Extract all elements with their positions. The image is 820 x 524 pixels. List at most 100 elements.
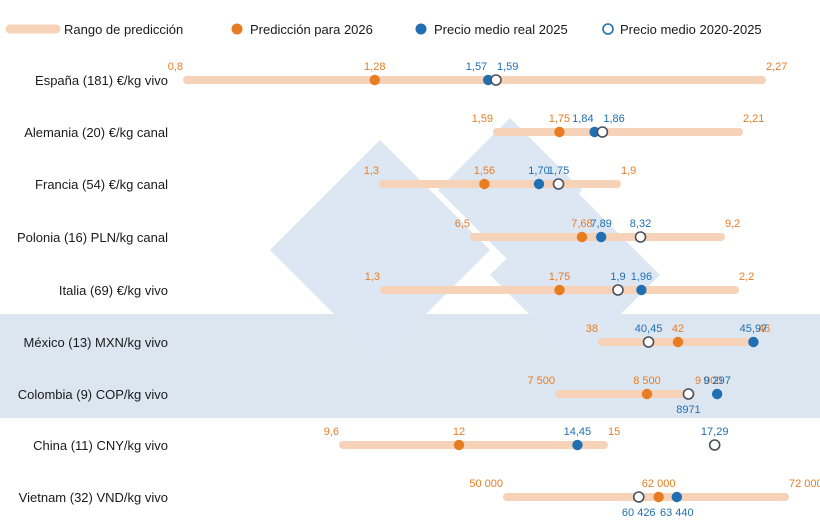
row-8: Vietnam (32) VND/kg vivo 50 000 72 000 62 0… (19, 478, 820, 519)
legend-actual2025-swatch (415, 23, 427, 35)
row-5: México (13) MXN/kg vivo 38 46 42 45,97 40,45 (24, 323, 771, 350)
prediction-label: 1,56 (474, 165, 495, 177)
row-7: China (11) CNY/kg vivo 9,6 15 12 14,45 17,29 (33, 426, 728, 453)
avg-point (634, 231, 647, 243)
actual2025-label: 45,97 (740, 323, 768, 335)
avg-point (642, 336, 655, 348)
row-label: Alemania (20) €/kg canal (24, 125, 168, 140)
row-4: Italia (69) €/kg vivo 1,3 2,2 1,75 1,96 1,9 (59, 271, 754, 298)
actual2025-point (595, 231, 607, 243)
actual2025-label: 7,89 (590, 218, 611, 230)
logo-3tres3-icon (270, 118, 660, 360)
actual2025-point (671, 491, 683, 503)
range-max-label: 1,9 (621, 165, 636, 177)
range-min-label: 7 500 (527, 375, 555, 387)
prediction-point (641, 388, 653, 400)
prediction-label: 62 000 (642, 478, 676, 490)
prediction-point (653, 491, 664, 503)
actual2025-label: 1,70 (528, 165, 549, 177)
range-min-label: 6,5 (455, 218, 470, 230)
prediction-point (453, 439, 465, 451)
avg-label: 1,9 (610, 271, 625, 283)
legend-avg-swatch (602, 23, 614, 35)
highlight-band (0, 314, 820, 418)
prediction-label: 7,68 (571, 218, 592, 230)
prediction-point (554, 126, 565, 138)
legend-avg-label: Precio medio 2020-2025 (620, 22, 762, 37)
range-max-label: 2,2 (739, 271, 754, 283)
range-min-label: 1,59 (472, 113, 493, 125)
avg-label: 1,59 (497, 61, 518, 73)
range-min-label: 50 000 (469, 478, 503, 490)
range-max-label: 46 (758, 323, 770, 335)
avg-label: 1,86 (603, 113, 624, 125)
actual2025-point (711, 388, 723, 400)
actual2025-label: 9 297 (703, 375, 731, 387)
prediction-label: 8 500 (633, 375, 661, 387)
prediction-point (554, 284, 565, 296)
row-label: Italia (69) €/kg vivo (59, 283, 168, 298)
row-label: España (181) €/kg vivo (35, 73, 168, 88)
avg-label: 60 426 (622, 507, 656, 519)
avg-point (632, 491, 645, 503)
prediction-point (576, 231, 588, 243)
avg-point (708, 439, 721, 451)
avg-point (612, 284, 624, 296)
watermark-diamond-mid (490, 190, 660, 360)
row-label: China (11) CNY/kg vivo (33, 438, 168, 453)
avg-point (490, 74, 502, 86)
prediction-point (672, 336, 684, 348)
actual2025-label: 1,96 (631, 271, 652, 283)
row-bands (0, 314, 820, 418)
range-min-label: 1,3 (365, 271, 380, 283)
prediction-label: 1,28 (364, 61, 385, 73)
row-label: México (13) MXN/kg vivo (24, 335, 168, 350)
prediction-label: 12 (453, 426, 465, 438)
range-max-label: 9,2 (725, 218, 740, 230)
range-min-label: 1,3 (364, 165, 379, 177)
avg-label: 8971 (676, 404, 700, 416)
range-min-label: 38 (586, 323, 598, 335)
range-min-label: 0,8 (168, 61, 183, 73)
actual2025-point (636, 284, 647, 296)
avg-label: 40,45 (635, 323, 663, 335)
row-label: Polonia (16) PLN/kg canal (17, 230, 168, 245)
actual2025-label: 63 440 (660, 507, 694, 519)
range-max-label: 9 000 (695, 375, 723, 387)
range-max-label: 72 000 (789, 478, 820, 490)
range-max-label: 2,21 (743, 113, 764, 125)
actual2025-point (748, 336, 759, 348)
watermark-diamond-large (270, 140, 490, 360)
prediction-label: 1,75 (549, 113, 570, 125)
avg-point (552, 178, 565, 190)
avg-label: 17,29 (701, 426, 729, 438)
range-min-label: 9,6 (324, 426, 339, 438)
actual2025-point (482, 74, 494, 86)
prediction-point (479, 178, 490, 190)
row-3: Polonia (16) PLN/kg canal 6,5 9,2 7,687,89 8… (17, 218, 740, 245)
prediction-label: 42 (672, 323, 684, 335)
avg-point (682, 388, 695, 400)
row-label: Francia (54) €/kg canal (35, 177, 168, 192)
range-max-label: 15 (608, 426, 620, 438)
avg-label: 1,75 (548, 165, 569, 177)
row-6: Colombia (9) COP/kg vivo 7 500 9 000 8 500 9… (18, 375, 731, 416)
legend: Rango de predicción Predicción para 2026… (5, 22, 762, 37)
actual2025-label: 1,57 (466, 61, 487, 73)
legend-actual2025-label: Precio medio real 2025 (434, 22, 568, 37)
prediction-point (369, 74, 380, 86)
row-label: Colombia (9) COP/kg vivo (18, 387, 168, 402)
range-max-label: 2,27 (766, 61, 787, 73)
actual2025-point (572, 439, 583, 451)
row-2: Francia (54) €/kg canal 1,3 1,9 1,56 1,701,7… (35, 165, 636, 192)
actual2025-label: 1,84 (572, 113, 593, 125)
row-label: Vietnam (32) VND/kg vivo (19, 490, 168, 505)
legend-range-label: Rango de predicción (64, 22, 183, 37)
avg-label: 8,32 (630, 218, 651, 230)
actual2025-point (589, 126, 600, 138)
legend-prediction-label: Predicción para 2026 (250, 22, 373, 37)
